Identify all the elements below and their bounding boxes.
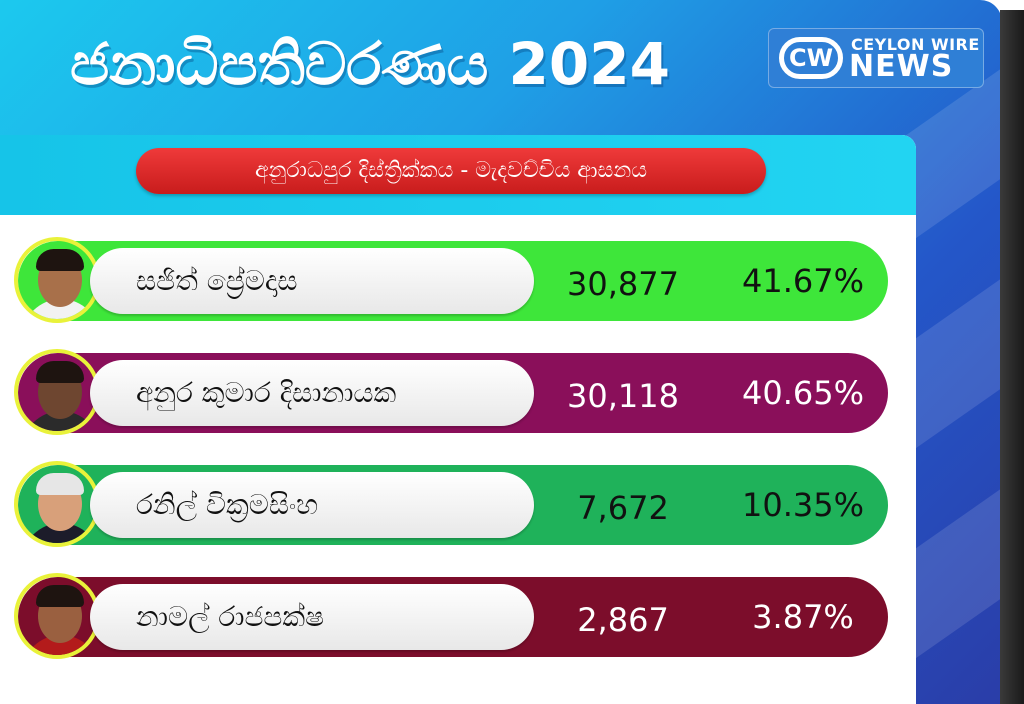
candidate-photo	[14, 237, 100, 323]
candidate-row: සජිත් ප්‍රේමදාස 30,877 41.67%	[14, 237, 888, 323]
page-title: ජනාධිපතිවරණය 2024	[70, 30, 670, 98]
candidate-row: නාමල් රාජපක්ෂ 2,867 3.87%	[14, 573, 888, 659]
ceylon-wire-logo: CW CEYLON WIRE NEWS	[768, 28, 984, 88]
candidate-votes: 7,672	[577, 489, 669, 527]
candidate-name: සජිත් ප්‍රේමදාස	[136, 264, 298, 297]
candidate-row: රනිල් වික්‍රමසිංහ 7,672 10.35%	[14, 461, 888, 547]
candidate-name: නාමල් රාජපක්ෂ	[136, 600, 325, 633]
candidate-photo	[14, 573, 100, 659]
candidate-name: රනිල් වික්‍රමසිංහ	[136, 488, 319, 521]
candidate-name-pill: නාමල් රාජපක්ෂ	[90, 584, 534, 650]
logo-top-text: CEYLON WIRE	[851, 35, 980, 54]
candidate-name-pill: අනුර කුමාර දිසානායක	[90, 360, 534, 426]
candidate-percent: 40.65%	[741, 374, 864, 412]
candidate-name-pill: සජිත් ප්‍රේමදාස	[90, 248, 534, 314]
logo-mark: CW	[779, 37, 843, 79]
card-shadow-edge	[1000, 10, 1024, 704]
panel-header: අනුරාධපුර දිස්ත්‍රික්කය - මැදවච්චිය ආසනය	[0, 135, 916, 215]
electorate-subtitle: අනුරාධපුර දිස්ත්‍රික්කය - මැදවච්චිය ආසනය	[136, 148, 766, 194]
candidate-votes: 2,867	[577, 601, 669, 639]
candidate-percent: 41.67%	[741, 262, 864, 300]
candidate-name: අනුර කුමාර දිසානායක	[136, 376, 397, 409]
candidate-votes: 30,118	[567, 377, 679, 415]
logo-bottom-text: NEWS	[849, 49, 954, 84]
candidate-percent: 3.87%	[752, 598, 854, 636]
candidate-photo	[14, 349, 100, 435]
candidate-votes: 30,877	[567, 265, 679, 303]
candidate-row: අනුර කුමාර දිසානායක 30,118 40.65%	[14, 349, 888, 435]
candidate-name-pill: රනිල් වික්‍රමසිංහ	[90, 472, 534, 538]
candidate-percent: 10.35%	[741, 486, 864, 524]
results-panel: අනුරාධපුර දිස්ත්‍රික්කය - මැදවච්චිය ආසනය…	[0, 135, 916, 704]
candidate-photo	[14, 461, 100, 547]
